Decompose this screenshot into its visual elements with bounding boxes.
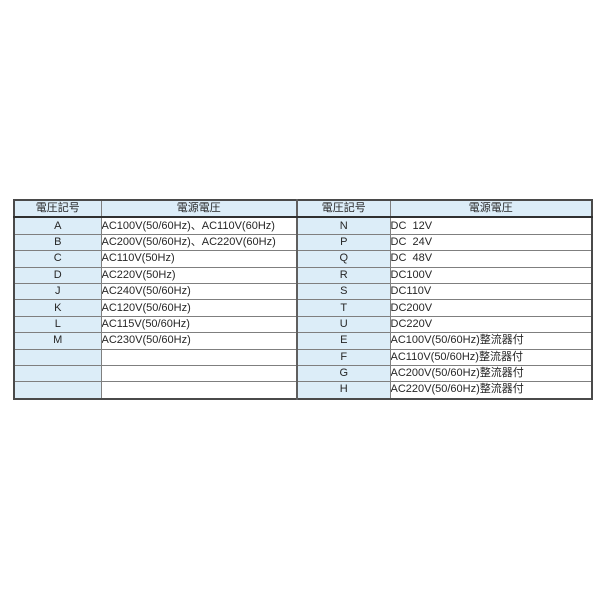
voltage-cell: AC220V(50/60Hz)整流器付 bbox=[389, 381, 593, 400]
voltage-cell: AC200V(50/60Hz)、AC220V(60Hz) bbox=[100, 233, 298, 252]
voltage-cell: DC220V bbox=[389, 315, 593, 334]
voltage-cell: AC100V(50/60Hz)、AC110V(60Hz) bbox=[100, 216, 298, 235]
code-cell: T bbox=[296, 299, 391, 317]
code-cell: B bbox=[13, 233, 102, 252]
code-cell: P bbox=[296, 233, 391, 252]
voltage-cell: DC 24V bbox=[389, 233, 593, 252]
code-cell bbox=[13, 348, 102, 366]
table-row: K AC120V(50/60Hz) T DC200V bbox=[13, 299, 593, 317]
table-row: L AC115V(50/60Hz) U DC220V bbox=[13, 315, 593, 334]
table-row: M AC230V(50/60Hz) E AC100V(50/60Hz)整流器付 bbox=[13, 332, 593, 350]
code-cell bbox=[13, 381, 102, 400]
voltage-cell: AC120V(50/60Hz) bbox=[100, 299, 298, 317]
table-row: D AC220V(50Hz) R DC100V bbox=[13, 266, 593, 284]
voltage-code-table: 電圧記号 電源電圧 電圧記号 電源電圧 A AC100V(50/60Hz)、AC… bbox=[13, 199, 593, 400]
voltage-cell: AC230V(50/60Hz) bbox=[100, 332, 298, 350]
voltage-cell: DC 48V bbox=[389, 250, 593, 268]
code-cell: R bbox=[296, 266, 391, 284]
header-row: 電圧記号 電源電圧 電圧記号 電源電圧 bbox=[13, 199, 593, 219]
code-cell bbox=[13, 364, 102, 383]
code-cell: E bbox=[296, 332, 391, 350]
code-cell: H bbox=[296, 381, 391, 400]
table-row: B AC200V(50/60Hz)、AC220V(60Hz) P DC 24V bbox=[13, 233, 593, 252]
code-cell: G bbox=[296, 364, 391, 383]
voltage-cell: AC115V(50/60Hz) bbox=[100, 315, 298, 334]
voltage-cell bbox=[100, 348, 298, 366]
voltage-cell: DC110V bbox=[389, 282, 593, 301]
table-row: H AC220V(50/60Hz)整流器付 bbox=[13, 381, 593, 400]
code-cell: F bbox=[296, 348, 391, 366]
voltage-cell bbox=[100, 381, 298, 400]
voltage-cell: DC100V bbox=[389, 266, 593, 284]
table-row: G AC200V(50/60Hz)整流器付 bbox=[13, 364, 593, 383]
voltage-cell: AC110V(50Hz) bbox=[100, 250, 298, 268]
table-row: F AC110V(50/60Hz)整流器付 bbox=[13, 348, 593, 366]
code-cell: J bbox=[13, 282, 102, 301]
table-row: J AC240V(50/60Hz) S DC110V bbox=[13, 282, 593, 301]
code-cell: A bbox=[13, 216, 102, 235]
voltage-cell: DC 12V bbox=[389, 216, 593, 235]
right-voltage-header: 電源電圧 bbox=[389, 199, 593, 219]
left-voltage-header: 電源電圧 bbox=[100, 199, 298, 219]
code-cell: M bbox=[13, 332, 102, 350]
code-cell: Q bbox=[296, 250, 391, 268]
voltage-cell: AC220V(50Hz) bbox=[100, 266, 298, 284]
voltage-cell: AC200V(50/60Hz)整流器付 bbox=[389, 364, 593, 383]
code-cell: D bbox=[13, 266, 102, 284]
code-cell: K bbox=[13, 299, 102, 317]
code-cell: S bbox=[296, 282, 391, 301]
table-row: C AC110V(50Hz) Q DC 48V bbox=[13, 250, 593, 268]
voltage-cell bbox=[100, 364, 298, 383]
table-row: A AC100V(50/60Hz)、AC110V(60Hz) N DC 12V bbox=[13, 216, 593, 235]
voltage-cell: AC100V(50/60Hz)整流器付 bbox=[389, 332, 593, 350]
voltage-cell: AC110V(50/60Hz)整流器付 bbox=[389, 348, 593, 366]
voltage-cell: DC200V bbox=[389, 299, 593, 317]
code-cell: C bbox=[13, 250, 102, 268]
voltage-cell: AC240V(50/60Hz) bbox=[100, 282, 298, 301]
left-code-header: 電圧記号 bbox=[13, 199, 102, 219]
code-cell: N bbox=[296, 216, 391, 235]
code-cell: U bbox=[296, 315, 391, 334]
right-code-header: 電圧記号 bbox=[296, 199, 391, 219]
code-cell: L bbox=[13, 315, 102, 334]
